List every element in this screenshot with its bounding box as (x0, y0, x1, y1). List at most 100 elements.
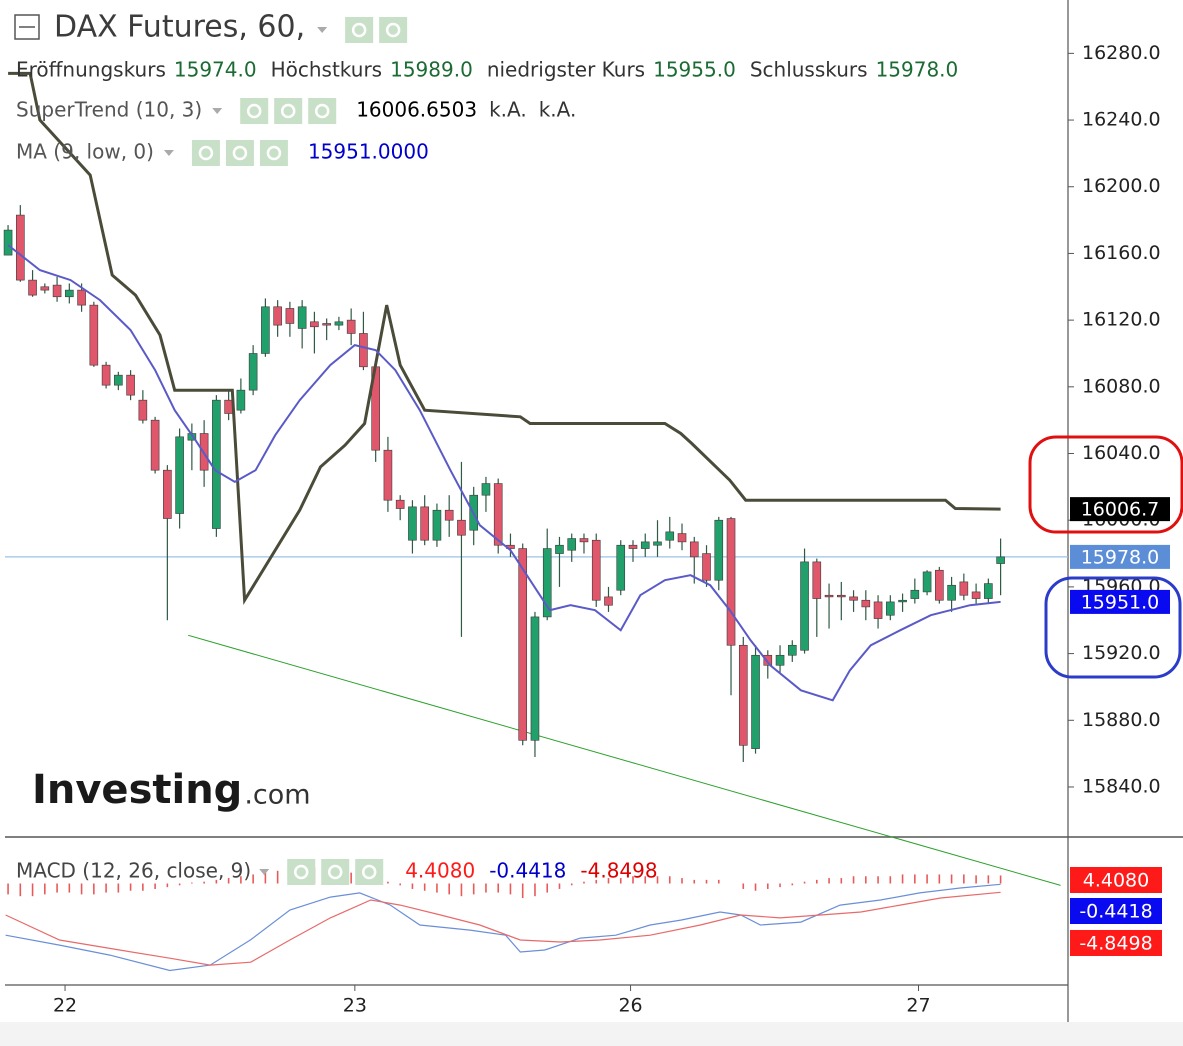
candle-body (101, 364, 111, 386)
candle-body (812, 561, 822, 599)
macd-name: MACD (12, 26, close, 9) (16, 859, 251, 883)
trend-line (188, 634, 1061, 886)
candle-body (359, 333, 368, 368)
legend-icon[interactable] (308, 98, 337, 124)
signal-line (5, 891, 1001, 966)
candle-body (800, 561, 809, 651)
ohlc-label: Höchstkurs (271, 58, 383, 82)
candle-body (114, 374, 123, 386)
x-tick-label: 26 (618, 995, 642, 1017)
candle-body (665, 531, 675, 541)
watermark-brand: Investing (32, 767, 242, 813)
legend-icon[interactable] (321, 859, 350, 885)
indicator-extra: k.A. (489, 98, 527, 122)
candle-body (481, 483, 491, 496)
legend-icon-glyph (198, 145, 214, 161)
x-tick-label: 27 (906, 995, 930, 1017)
indicator-tag: 15951.0 (1081, 591, 1160, 613)
candle-body (224, 399, 233, 414)
candle-body (493, 483, 503, 546)
indicator-name: SuperTrend (10, 3) (16, 98, 202, 122)
indicator-tag-box (1070, 589, 1170, 614)
highlight-red (1028, 435, 1183, 534)
legend-icon[interactable] (355, 859, 384, 885)
candle-body (138, 399, 148, 421)
legend-icon[interactable] (191, 140, 220, 166)
candle-body (947, 584, 956, 601)
indicator-tag-box (1070, 497, 1170, 522)
legend-icon[interactable] (287, 859, 316, 885)
candle-body (726, 518, 736, 646)
legend-icon-glyph (232, 145, 248, 161)
candle-body (334, 321, 344, 326)
y-tick-label: 15880.0 (1082, 709, 1161, 731)
legend-icon[interactable] (379, 17, 408, 43)
macd-legend-value: 4.4080 (405, 859, 475, 883)
legend-icon-glyph (385, 22, 401, 38)
macd-tag-box (1070, 867, 1162, 893)
legend-icon[interactable] (274, 98, 303, 124)
candle-body (555, 544, 564, 554)
indicator-line (7, 244, 1001, 702)
legend-icon-glyph (246, 103, 262, 119)
candle-body (689, 541, 699, 558)
candle-body (567, 538, 577, 551)
candle-body (873, 601, 883, 619)
candle-body (383, 449, 393, 501)
ohlc-label: niedrigster Kurs (487, 58, 645, 82)
legend-icon[interactable] (259, 140, 288, 166)
macd-tag-box (1070, 930, 1162, 956)
candle-body (677, 533, 687, 543)
candle-body (126, 374, 135, 396)
candle-body (714, 519, 724, 581)
legend-icon[interactable] (240, 98, 269, 124)
indicator-name: MA (9, low, 0) (16, 140, 154, 164)
candle-body (420, 506, 429, 541)
candle-body (261, 306, 270, 354)
macd-tag: 4.4080 (1083, 870, 1149, 892)
candle-body (579, 538, 589, 543)
candle-body (346, 319, 356, 334)
collapse-icon[interactable] (14, 14, 40, 40)
candle-body (849, 596, 858, 601)
candle-body (775, 654, 785, 666)
candle-body (52, 284, 62, 298)
y-tick-label: 16200.0 (1082, 175, 1161, 197)
candle-body (28, 279, 37, 296)
candle-body (984, 583, 993, 599)
legend-icon-glyph (280, 103, 296, 119)
indicator-line (8, 71, 1001, 606)
macd-tag: -4.8498 (1079, 933, 1152, 955)
candle-body (837, 594, 846, 598)
legend-icon-glyph (327, 864, 343, 880)
candle-body (395, 499, 405, 509)
ohlc-value: 15955.0 (653, 58, 736, 82)
candle-body (922, 571, 932, 593)
ohlc-label: Eröffnungskurs (16, 58, 166, 82)
legend-icon[interactable] (345, 17, 374, 43)
x-tick-label: 23 (343, 995, 367, 1017)
ohlc-label: Schlusskurs (750, 58, 868, 82)
candle-body (322, 323, 331, 326)
candle-body (77, 289, 86, 306)
candle-body (653, 541, 662, 546)
indicator-tag: 16006.7 (1081, 499, 1160, 521)
candle-body (285, 308, 295, 324)
candle-body (935, 569, 944, 601)
candle-body (628, 544, 638, 549)
candle-body (959, 581, 969, 596)
legend-icon[interactable] (225, 140, 254, 166)
candle-body (518, 548, 528, 741)
candle-body (310, 321, 319, 328)
candle-body (910, 589, 920, 599)
candle-body (738, 644, 748, 746)
candle-body (616, 544, 626, 591)
macd-line (5, 883, 1001, 972)
candle-body (604, 596, 613, 606)
candle-body (996, 556, 1005, 564)
y-tick-label: 16080.0 (1082, 375, 1161, 397)
candle-body (212, 399, 221, 529)
y-tick-label: 16280.0 (1082, 42, 1161, 64)
